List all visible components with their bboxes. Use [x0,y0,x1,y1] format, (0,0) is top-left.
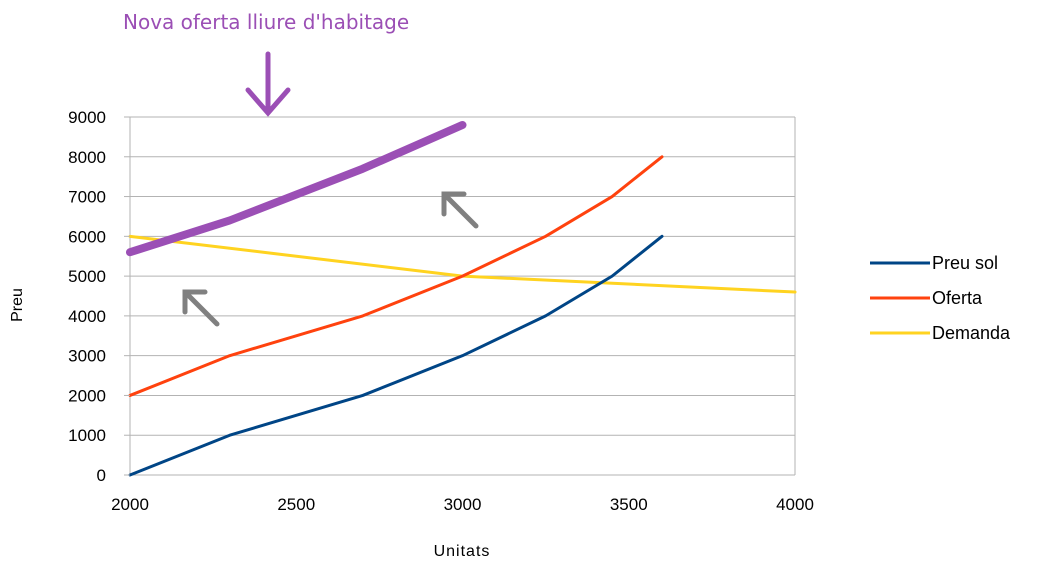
y-tick-label: 4000 [68,307,106,326]
legend: Preu sol Oferta Demanda [870,253,1011,343]
legend-label: Preu sol [932,253,998,273]
shift-arrow-icon-upper [441,191,479,229]
x-tick-label: 2000 [111,495,149,514]
y-tick-label: 5000 [68,267,106,286]
y-tick-label: 7000 [68,188,106,207]
shift-arrow-icon-lower [182,289,220,327]
annotation-label: Nova oferta lliure d'habitage [123,10,409,34]
x-tick-label: 3000 [444,495,482,514]
series-line-new-supply [126,120,467,257]
y-tick-label: 9000 [68,108,106,127]
y-axis-title: Preu [9,288,26,322]
y-tick-label: 0 [97,466,106,485]
y-tick-label: 2000 [68,386,106,405]
gridlines [130,116,795,476]
y-tick-label: 8000 [68,148,106,167]
y-axis-ticks: 0 1000 2000 3000 4000 5000 6000 7000 8000 9000 [68,108,130,485]
y-tick-label: 3000 [68,347,106,366]
x-tick-label: 4000 [776,495,814,514]
series-line-demanda [128,234,797,294]
x-tick-label: 3500 [610,495,648,514]
series-line-oferta [128,155,664,397]
x-tick-label: 2500 [277,495,315,514]
y-tick-label: 6000 [68,227,106,246]
series-line-preu-sol [128,234,664,477]
legend-label: Oferta [932,288,983,308]
plot-frame [129,117,796,476]
annotation-down-arrow-icon [245,51,291,117]
series-layer [126,120,797,477]
x-axis-ticks: 2000 2500 3000 3500 4000 [111,495,814,514]
y-tick-label: 1000 [68,426,106,445]
x-axis-title: Unitats [434,543,491,560]
legend-label: Demanda [932,323,1011,343]
